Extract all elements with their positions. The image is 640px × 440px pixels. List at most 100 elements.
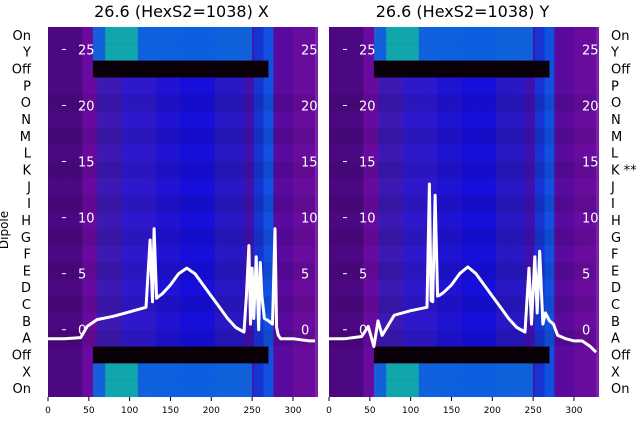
row-label: E	[23, 264, 31, 279]
y-tick-label: 20	[78, 99, 95, 114]
row-label: H	[21, 214, 31, 229]
row-label: P	[23, 79, 31, 94]
row-label: M	[611, 130, 622, 145]
chart-title: 26.6 (HexS2=1038) X	[94, 2, 269, 21]
heatmap-column	[490, 27, 497, 397]
heatmap-column	[559, 27, 565, 397]
y-tick-label: 10	[301, 212, 318, 227]
heatmap-column	[524, 27, 531, 397]
heatmap-row-highlight	[386, 363, 419, 381]
heatmap-row-shade	[329, 94, 596, 112]
heatmap-row-shade	[48, 94, 315, 112]
heatmap-row-shade	[329, 195, 596, 213]
row-label: D	[21, 281, 31, 296]
chart-title: 26.6 (HexS2=1038) Y	[376, 2, 550, 21]
row-label: A	[22, 332, 31, 347]
heatmap-column	[273, 27, 279, 397]
y-tick-label: 20	[301, 99, 318, 114]
heatmap-column	[190, 27, 196, 397]
heatmap-column	[593, 27, 600, 397]
heatmap-column	[466, 27, 472, 397]
row-label: G	[21, 231, 31, 246]
heatmap-column	[96, 27, 103, 397]
heatmap-row-shade	[48, 329, 315, 347]
y-tick-label: 15	[301, 156, 318, 171]
heatmap-column	[441, 27, 448, 397]
heatmap-row-shade	[329, 329, 596, 347]
row-label: J	[610, 180, 615, 195]
heatmap-column	[248, 27, 255, 397]
heatmap-row-shade	[329, 296, 596, 313]
heatmap-column	[554, 27, 560, 397]
heatmap-column	[288, 27, 294, 397]
heatmap-column	[343, 27, 350, 397]
heatmap-column	[219, 27, 225, 397]
row-label: G	[611, 231, 621, 246]
y-tick-label: 15	[78, 156, 95, 171]
heatmap-column	[180, 27, 186, 397]
row-label: F	[611, 248, 618, 263]
row-label: On	[13, 29, 31, 44]
heatmap-column	[292, 27, 299, 397]
row-label: C	[611, 298, 620, 313]
x-tick-label: 150	[162, 406, 179, 416]
heatmap-column	[392, 27, 399, 397]
row-label: On	[611, 29, 629, 44]
y-tick-label: 0	[359, 324, 367, 339]
heatmap-column	[204, 27, 211, 397]
heatmap-row-shade	[48, 161, 315, 179]
heatmap-column	[373, 27, 379, 397]
row-label: J	[26, 180, 31, 195]
row-label: B	[611, 315, 620, 330]
heatmap-column	[209, 27, 216, 397]
heatmap-column	[199, 27, 206, 397]
heatmap-column	[529, 27, 536, 397]
heatmap-column	[62, 27, 69, 397]
heatmap-column	[165, 27, 172, 397]
row-label: O	[21, 96, 31, 111]
heatmap-column	[534, 27, 541, 397]
heatmap-column	[471, 27, 477, 397]
heatmap-row-highlight	[105, 27, 138, 44]
heatmap-column	[141, 27, 147, 397]
row-label: F	[24, 248, 31, 263]
heatmap-row-highlight	[386, 43, 419, 61]
x-tick-label: 0	[45, 406, 51, 416]
heatmap-column	[77, 27, 83, 397]
y-tick-label: 25	[301, 43, 318, 58]
row-label: L	[24, 147, 32, 162]
x-tick-label: 200	[203, 406, 220, 416]
y-tick-label: 15	[582, 156, 599, 171]
row-label: I	[611, 197, 615, 212]
y-tick-label: 5	[582, 268, 590, 283]
heatmap-column	[368, 27, 374, 397]
heatmap-column	[307, 27, 314, 397]
x-tick-label: 250	[244, 406, 261, 416]
heatmap-row-highlight	[105, 380, 138, 398]
x-tick-label: 250	[525, 406, 542, 416]
heatmap-column	[194, 27, 201, 397]
heatmap-column	[57, 27, 64, 397]
heatmap-row-shade	[329, 228, 596, 246]
heatmap-column	[363, 27, 369, 397]
heatmap-column	[500, 27, 506, 397]
heatmap-column	[234, 27, 240, 397]
heatmap-column	[175, 27, 181, 397]
heatmap-column	[412, 27, 418, 397]
heatmap-column	[387, 27, 394, 397]
heatmap-column	[101, 27, 108, 397]
y-tick-label: 25	[582, 43, 599, 58]
row-label: K **	[611, 163, 637, 178]
y-axis-label: Dipole	[0, 211, 11, 249]
heatmap-column	[333, 27, 340, 397]
heatmap-row-shade	[48, 296, 315, 313]
heatmap-column	[224, 27, 230, 397]
heatmap-column	[446, 27, 453, 397]
row-label: B	[22, 315, 31, 330]
heatmap-column	[302, 27, 309, 397]
heatmap-column	[407, 27, 413, 397]
heatmap-column	[297, 27, 304, 397]
x-tick-label: 100	[402, 406, 419, 416]
row-label: E	[611, 264, 619, 279]
heatmap-column	[126, 27, 132, 397]
